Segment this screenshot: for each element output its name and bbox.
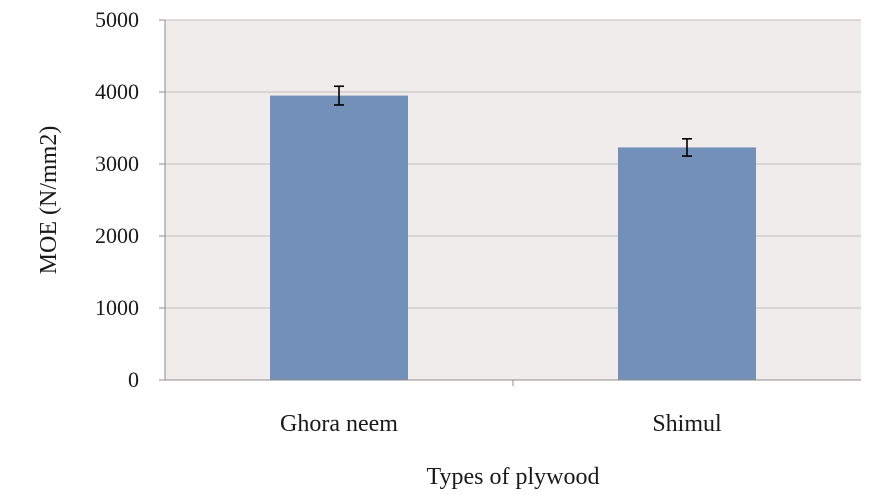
bar bbox=[270, 95, 408, 380]
y-tick-label: 4000 bbox=[95, 79, 139, 104]
x-tick-label: Shimul bbox=[652, 411, 722, 437]
plot-area bbox=[165, 20, 861, 380]
y-axis-title: MOE (N/mm2) bbox=[36, 126, 62, 275]
y-tick-label: 2000 bbox=[95, 223, 139, 248]
x-axis-title: Types of plywood bbox=[427, 464, 600, 490]
y-tick-label: 5000 bbox=[95, 7, 139, 32]
y-tick-label: 3000 bbox=[95, 151, 139, 176]
bars bbox=[270, 95, 756, 380]
x-tick-label: Ghora neem bbox=[280, 411, 398, 437]
y-tick-label: 1000 bbox=[95, 295, 139, 320]
error-bars bbox=[334, 85, 692, 157]
x-tick-labels: Ghora neem Shimul bbox=[280, 380, 722, 437]
bar bbox=[618, 147, 756, 380]
y-tick-label: 0 bbox=[128, 367, 139, 392]
y-tick-labels: 0 1000 2000 3000 4000 5000 bbox=[95, 7, 165, 392]
